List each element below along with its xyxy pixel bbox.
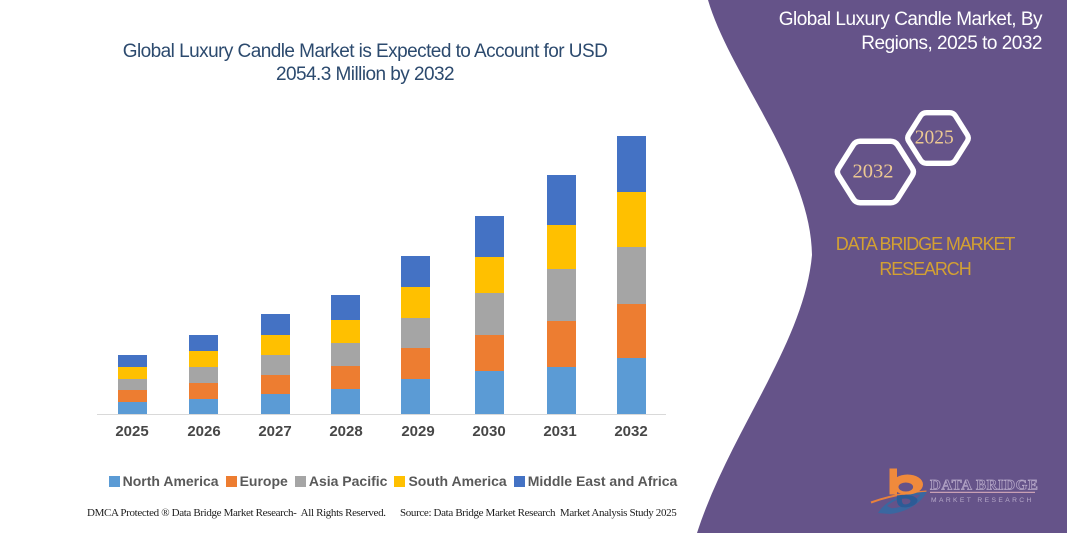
svg-text:2032: 2032 bbox=[853, 161, 894, 183]
svg-text:2025: 2025 bbox=[915, 127, 954, 148]
svg-text:DATA BRIDGE: DATA BRIDGE bbox=[930, 478, 1038, 494]
svg-text:MARKET RESEARCH: MARKET RESEARCH bbox=[931, 497, 1034, 504]
